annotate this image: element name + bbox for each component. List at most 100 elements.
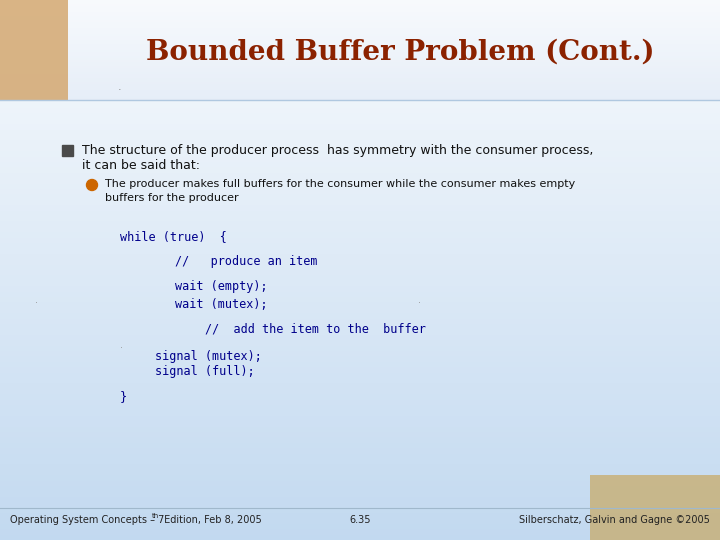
Text: //   produce an item: // produce an item xyxy=(175,255,318,268)
Bar xyxy=(0,16,720,23)
Bar xyxy=(0,259,720,266)
Bar xyxy=(0,178,720,185)
Text: .: . xyxy=(35,295,38,305)
Bar xyxy=(0,140,720,147)
Bar xyxy=(0,513,720,519)
Bar xyxy=(0,24,720,27)
Bar xyxy=(0,535,720,540)
Bar xyxy=(0,313,720,320)
Bar xyxy=(0,20,720,23)
Bar xyxy=(0,65,720,71)
Bar xyxy=(0,108,720,114)
Bar xyxy=(0,443,720,449)
Bar xyxy=(0,383,720,390)
Bar xyxy=(0,200,720,206)
Bar xyxy=(0,146,720,152)
Bar xyxy=(0,378,720,384)
Bar xyxy=(0,30,720,33)
Bar xyxy=(0,88,720,91)
Bar xyxy=(0,94,720,97)
Bar xyxy=(0,28,720,31)
Bar xyxy=(0,113,720,120)
Bar xyxy=(0,281,720,287)
Bar xyxy=(0,68,720,71)
Bar xyxy=(0,416,720,422)
Text: The structure of the producer process  has symmetry with the consumer process,: The structure of the producer process ha… xyxy=(82,144,593,157)
Bar xyxy=(0,389,720,395)
Bar xyxy=(0,205,720,212)
Bar xyxy=(0,329,720,336)
Bar xyxy=(0,491,720,498)
Bar xyxy=(0,14,720,17)
Bar xyxy=(0,82,720,85)
Bar xyxy=(0,124,720,131)
Bar xyxy=(0,72,720,75)
Bar xyxy=(0,34,720,37)
Text: .: . xyxy=(418,295,421,305)
Bar xyxy=(0,194,720,201)
Bar xyxy=(0,216,720,222)
Bar xyxy=(0,70,720,73)
Bar xyxy=(0,44,720,47)
Bar xyxy=(0,529,720,536)
Bar xyxy=(0,130,720,136)
Bar xyxy=(0,292,720,298)
Bar xyxy=(0,0,720,6)
Bar xyxy=(0,524,720,530)
Bar xyxy=(0,64,720,67)
Text: The producer makes full buffers for the consumer while the consumer makes empty: The producer makes full buffers for the … xyxy=(105,179,575,189)
Bar xyxy=(0,40,720,43)
Bar xyxy=(0,405,720,411)
Text: Edition, Feb 8, 2005: Edition, Feb 8, 2005 xyxy=(161,515,262,525)
Bar xyxy=(0,62,720,65)
Bar xyxy=(0,6,720,9)
Bar xyxy=(0,97,720,104)
Bar xyxy=(0,22,720,28)
Bar xyxy=(0,38,720,44)
Bar xyxy=(0,27,720,33)
Bar xyxy=(0,22,720,25)
Bar xyxy=(0,470,720,476)
Bar xyxy=(0,367,720,374)
Text: }: } xyxy=(120,390,127,403)
Bar xyxy=(0,80,720,83)
Bar xyxy=(0,308,720,314)
Bar xyxy=(0,46,720,49)
Bar xyxy=(0,454,720,460)
Bar xyxy=(0,26,720,29)
Bar xyxy=(0,189,720,195)
Bar xyxy=(0,96,720,99)
Bar xyxy=(0,227,720,233)
Bar xyxy=(0,36,720,39)
Bar xyxy=(0,270,720,276)
Bar xyxy=(0,86,720,93)
Text: it can be said that:: it can be said that: xyxy=(82,159,200,172)
Text: buffers for the producer: buffers for the producer xyxy=(105,193,238,203)
Bar xyxy=(0,151,720,158)
Text: Bounded Buffer Problem (Cont.): Bounded Buffer Problem (Cont.) xyxy=(145,38,654,65)
Bar xyxy=(0,297,720,303)
Bar xyxy=(0,475,720,482)
Bar xyxy=(0,173,720,179)
Bar xyxy=(0,52,720,55)
Bar xyxy=(0,48,720,51)
Bar xyxy=(0,157,720,163)
Text: .: . xyxy=(120,340,123,350)
Bar xyxy=(0,184,720,190)
Bar xyxy=(0,92,720,95)
Text: .: . xyxy=(118,82,122,92)
Bar xyxy=(0,8,720,11)
Bar xyxy=(0,432,720,438)
Bar xyxy=(0,459,720,465)
Bar xyxy=(0,0,720,3)
Bar xyxy=(0,12,720,15)
Bar xyxy=(0,38,720,41)
Bar xyxy=(0,56,720,59)
Bar xyxy=(0,319,720,325)
Text: Silberschatz, Galvin and Gagne ©2005: Silberschatz, Galvin and Gagne ©2005 xyxy=(519,515,710,525)
Bar xyxy=(0,400,720,406)
Bar xyxy=(0,76,720,79)
Bar xyxy=(0,254,720,260)
Bar xyxy=(62,145,73,156)
Text: //  add the item to the  buffer: // add the item to the buffer xyxy=(205,323,426,336)
